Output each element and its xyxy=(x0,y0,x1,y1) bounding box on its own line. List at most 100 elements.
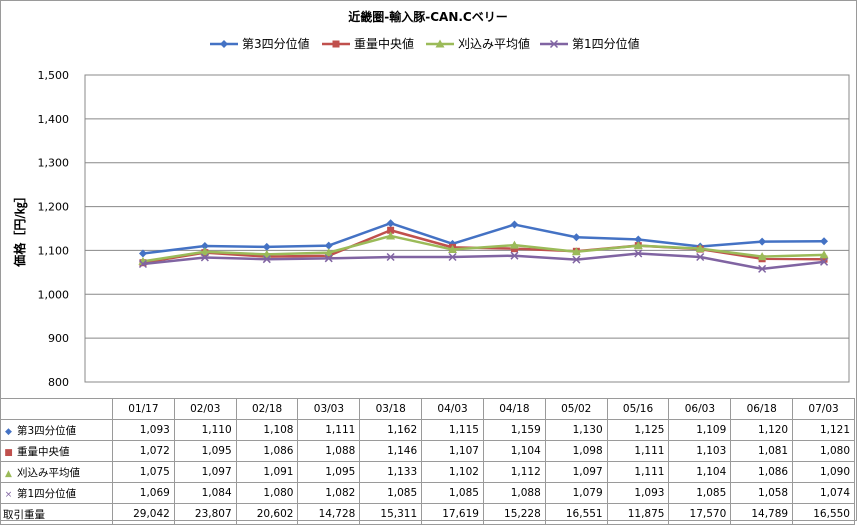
y-tick-label: 1,100 xyxy=(38,244,70,257)
table-cell: 16,550 xyxy=(792,503,855,525)
data-point-3 xyxy=(819,250,829,259)
table-row: ■ 重量中央値 1,072 1,095 1,086 1,088 1,146 1,107 1,10… xyxy=(0,440,855,462)
table-row: ▲ 刈込み平均値 1,075 1,097 1,091 1,095 1,133 1,102 1,1… xyxy=(0,461,855,483)
legend-label-3: 刈込み平均値 xyxy=(458,36,530,51)
table-cell: 1,058 xyxy=(730,482,794,504)
table-cell: 1,107 xyxy=(421,440,484,462)
x-category-label: 06/03 xyxy=(668,398,732,420)
y-tick-label: 1,300 xyxy=(38,157,70,170)
table-cell: 1,093 xyxy=(112,419,175,441)
table-row-header: ◆ 第3四分位値 xyxy=(0,419,113,441)
table-row-header: × 第1四分位値 xyxy=(0,482,113,504)
data-point-4 xyxy=(262,255,271,264)
data-point-1 xyxy=(820,237,829,246)
table-cell: 1,111 xyxy=(606,461,670,483)
data-point-3 xyxy=(262,249,272,258)
data-point-1 xyxy=(758,237,767,246)
table-cell: 1,108 xyxy=(235,419,299,441)
table-row-header: ▲ 刈込み平均値 xyxy=(0,461,113,483)
y-tick-label: 900 xyxy=(48,332,69,345)
x-category-label: 02/03 xyxy=(173,398,237,420)
table-row-header: ■ 重量中央値 xyxy=(0,440,113,462)
table-cell: 1,103 xyxy=(668,440,732,462)
table-cell: 1,084 xyxy=(173,482,237,504)
legend-label-1: 第3四分位値 xyxy=(242,36,310,51)
data-point-3 xyxy=(386,231,396,240)
table-header-row: 01/17 02/03 02/18 03/03 03/18 04/03 04/18 05/02… xyxy=(0,398,855,420)
table-cell: 1,162 xyxy=(359,419,423,441)
data-point-4 xyxy=(820,257,829,266)
table-cell: 1,115 xyxy=(421,419,484,441)
table-cell: 1,095 xyxy=(173,440,237,462)
data-point-1 xyxy=(138,249,147,258)
y-tick-label: 1,400 xyxy=(38,113,70,126)
legend-marker-1 xyxy=(220,40,228,48)
legend-key-triangle-icon: ▲ xyxy=(5,468,12,479)
table-cell: 1,072 xyxy=(112,440,175,462)
data-point-2 xyxy=(387,226,395,234)
table-cell: 1,085 xyxy=(421,482,484,504)
table-cell: 17,570 xyxy=(668,503,732,525)
table-cell: 1,104 xyxy=(668,461,732,483)
series-line-3 xyxy=(142,234,825,263)
y-tick-label: 1,500 xyxy=(38,69,70,82)
table-cell: 1,111 xyxy=(297,419,361,441)
table-cell: 1,121 xyxy=(792,419,855,441)
table-cell: 1,130 xyxy=(544,419,608,441)
table-cell: 1,088 xyxy=(482,482,546,504)
series-name: 刈込み平均値 xyxy=(17,466,80,479)
data-point-1 xyxy=(634,235,643,244)
x-category-label: 06/18 xyxy=(730,398,794,420)
y-tick-label: 1,000 xyxy=(38,288,70,301)
table-cell: 1,088 xyxy=(297,440,361,462)
legend-key-x-icon: × xyxy=(4,489,13,500)
series-name: 重量中央値 xyxy=(17,445,70,458)
legend-label-2: 重量中央値 xyxy=(354,36,414,51)
table-cell: 1,097 xyxy=(173,461,237,483)
table-cell: 1,069 xyxy=(112,482,175,504)
legend-label-4: 第1四分位値 xyxy=(572,36,640,51)
data-point-1 xyxy=(324,241,333,250)
x-category-label: 01/17 xyxy=(112,398,175,420)
legend-key-diamond-icon: ◆ xyxy=(5,426,12,437)
data-point-3 xyxy=(448,245,458,254)
table-cell: 1,075 xyxy=(112,461,175,483)
table-cell: 1,111 xyxy=(606,440,670,462)
series-line-1 xyxy=(142,221,825,255)
table-cell: 1,098 xyxy=(544,440,608,462)
data-point-2 xyxy=(820,255,828,263)
table-cell: 1,146 xyxy=(359,440,423,462)
table-cell: 1,120 xyxy=(730,419,794,441)
data-point-1 xyxy=(572,233,581,242)
chart-title: 近畿圏-輸入豚-CAN.Cベリー xyxy=(348,9,507,24)
data-point-1 xyxy=(510,220,519,229)
table-cell: 1,095 xyxy=(297,461,361,483)
data-point-3 xyxy=(571,247,581,256)
table-cell: 1,086 xyxy=(730,461,794,483)
y-tick-label: 800 xyxy=(48,376,69,389)
data-point-1 xyxy=(200,242,209,251)
table-cell: 23,807 xyxy=(173,503,237,525)
table-cell: 1,090 xyxy=(792,461,855,483)
legend-marker-4 xyxy=(549,39,559,49)
data-point-4 xyxy=(448,252,457,262)
table-cell: 17,619 xyxy=(421,503,484,525)
table-cell: 1,082 xyxy=(297,482,361,504)
y-tick-label: 1,200 xyxy=(38,201,70,214)
table-cell: 15,228 xyxy=(482,503,546,525)
table-cell: 1,086 xyxy=(235,440,299,462)
data-point-4 xyxy=(510,251,519,260)
legend-marker-2 xyxy=(332,40,340,48)
data-point-2 xyxy=(510,245,518,253)
table-cell: 1,097 xyxy=(544,461,608,483)
table-cell: 11,875 xyxy=(606,503,670,525)
table-row: × 第1四分位値 1,069 1,084 1,080 1,082 1,085 1,085 1,0… xyxy=(0,482,855,504)
data-point-4 xyxy=(634,249,643,258)
table-cell: 1,133 xyxy=(359,461,423,483)
data-point-3 xyxy=(633,241,643,250)
series-line-4 xyxy=(142,252,825,271)
table-cell: 1,159 xyxy=(482,419,546,441)
data-point-4 xyxy=(572,255,581,264)
data-point-3 xyxy=(695,244,705,253)
